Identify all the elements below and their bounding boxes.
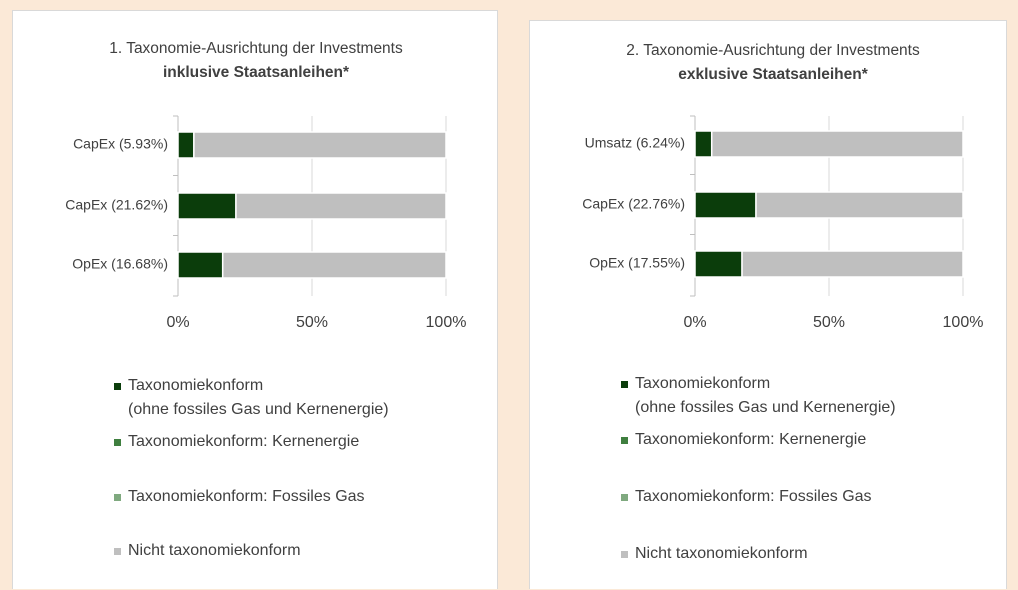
y-tick-label: OpEx (16.68%) bbox=[72, 256, 168, 272]
bar-segment bbox=[755, 191, 964, 219]
bar-segment bbox=[235, 192, 447, 220]
legend-label: Taxonomiekonform: Kernenergie bbox=[128, 433, 360, 450]
chart-title: 1. Taxonomie-Ausrichtung der Investments bbox=[109, 40, 403, 57]
bar-segment bbox=[193, 131, 447, 159]
y-tick-label: Umsatz (6.24%) bbox=[585, 135, 685, 151]
chart: 1. Taxonomie-Ausrichtung der Investments… bbox=[65, 40, 467, 331]
bar-segment bbox=[710, 130, 964, 158]
chart-subtitle: exklusive Staatsanleihen* bbox=[678, 66, 869, 83]
x-tick-label: 0% bbox=[683, 314, 706, 331]
legend-label: Nicht taxonomiekonform bbox=[635, 545, 808, 562]
chart: 2. Taxonomie-Ausrichtung der Investments… bbox=[582, 42, 984, 331]
legend-swatch bbox=[114, 439, 121, 446]
chart-title: 2. Taxonomie-Ausrichtung der Investments bbox=[626, 42, 920, 59]
legend-label: Taxonomiekonform: Fossiles Gas bbox=[635, 488, 872, 505]
bar-segment bbox=[741, 250, 964, 278]
bar-segment bbox=[177, 251, 224, 279]
legend-swatch bbox=[621, 437, 628, 444]
y-tick-label: CapEx (21.62%) bbox=[65, 197, 168, 213]
y-tick-label: CapEx (5.93%) bbox=[73, 136, 168, 152]
x-tick-label: 100% bbox=[426, 314, 467, 331]
y-tick-label: CapEx (22.76%) bbox=[582, 196, 685, 212]
x-tick-label: 50% bbox=[813, 314, 845, 331]
legend-swatch bbox=[621, 381, 628, 388]
legend-swatch bbox=[621, 551, 628, 558]
bar-segment bbox=[221, 251, 447, 279]
x-tick-label: 100% bbox=[943, 314, 984, 331]
legend-label: Taxonomiekonform: Kernenergie bbox=[635, 431, 867, 448]
legend-label: Taxonomiekonform (ohne fossiles Gas und … bbox=[128, 377, 389, 418]
legend-swatch bbox=[114, 383, 121, 390]
bar-segment bbox=[177, 131, 195, 159]
legend-swatch bbox=[621, 494, 628, 501]
bar-segment bbox=[694, 130, 713, 158]
legend-label: Nicht taxonomiekonform bbox=[128, 542, 301, 559]
chart-panel: 2. Taxonomie-Ausrichtung der Investments… bbox=[529, 20, 1007, 589]
legend-swatch bbox=[114, 548, 121, 555]
bar-segment bbox=[177, 192, 237, 220]
chart-subtitle: inklusive Staatsanleihen* bbox=[163, 64, 350, 81]
chart-panel: 1. Taxonomie-Ausrichtung der Investments… bbox=[12, 10, 498, 589]
legend-label: Taxonomiekonform (ohne fossiles Gas und … bbox=[635, 375, 896, 416]
y-tick-label: OpEx (17.55%) bbox=[589, 255, 685, 271]
legend-label: Taxonomiekonform: Fossiles Gas bbox=[128, 488, 365, 505]
x-tick-label: 50% bbox=[296, 314, 328, 331]
x-tick-label: 0% bbox=[166, 314, 189, 331]
bar-segment bbox=[694, 191, 757, 219]
legend-swatch bbox=[114, 494, 121, 501]
bar-segment bbox=[694, 250, 743, 278]
